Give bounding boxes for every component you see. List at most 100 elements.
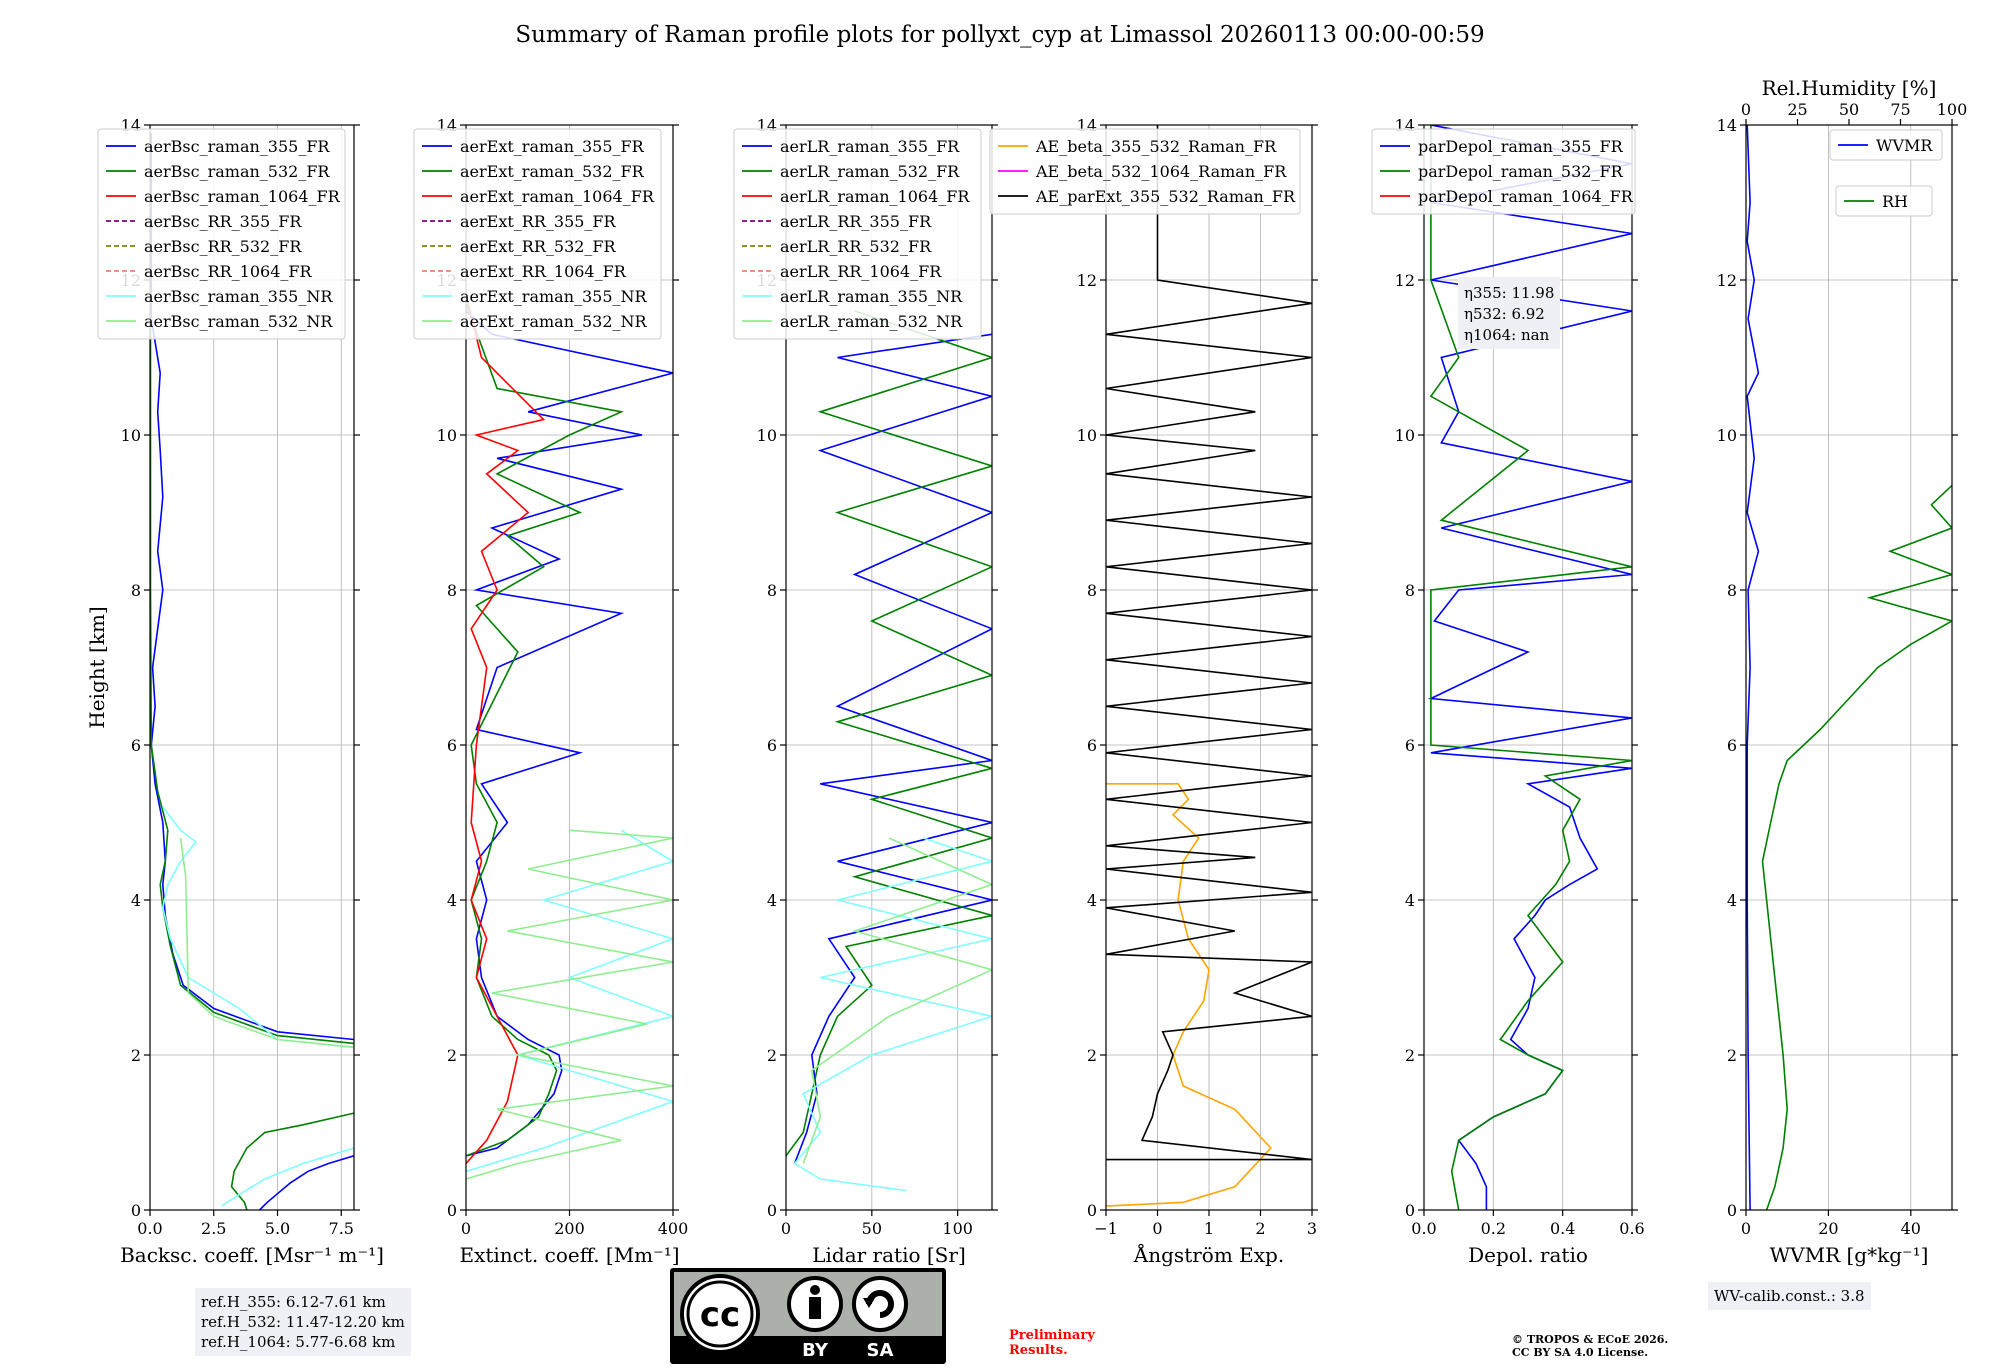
- series-group: [1427, 125, 1632, 1210]
- series-group: [150, 132, 354, 1210]
- legend-label: aerBsc_raman_532_NR: [144, 312, 333, 331]
- legend-bsc: aerBsc_raman_355_FR aerBsc_raman_532_FRae…: [97, 128, 346, 340]
- x-tick-label: 20: [1818, 1219, 1838, 1238]
- series-line-aerExt_raman_532_NR: [466, 829, 673, 1180]
- panel-lr: 02468101214050100Lidar ratio [Sr]aerLR_r…: [733, 116, 998, 1267]
- cc-text: cc: [700, 1295, 740, 1335]
- legend-label: parDepol_raman_355_FR: [1418, 137, 1624, 156]
- y-tick-label: 6: [131, 736, 141, 755]
- y-tick-label: 8: [767, 581, 777, 600]
- legend-label: aerLR_raman_355_FR: [780, 137, 960, 156]
- ref-height-532: ref.H_532: 11.47-12.20 km: [201, 1313, 405, 1331]
- figure-title: Summary of Raman profile plots for polly…: [515, 22, 1485, 48]
- x-tick-label: 0: [461, 1219, 471, 1238]
- legend-label: aerExt_raman_532_NR: [460, 312, 648, 331]
- legend-label: aerExt_raman_355_FR: [460, 137, 645, 156]
- y-tick-label: 0: [767, 1201, 777, 1220]
- series-line-aerBsc_raman_355_NR_near: [220, 1147, 354, 1207]
- y-tick-label: 0: [1727, 1201, 1737, 1220]
- series-line-aerLR_raman_355_NR: [793, 837, 992, 1192]
- series-line-WVMR: [1746, 125, 1760, 1210]
- legend-label: aerExt_RR_355_FR: [460, 212, 617, 231]
- x-tick-label: 0: [1741, 1219, 1751, 1238]
- legend-label: WVMR: [1876, 136, 1933, 155]
- legend-depol: parDepol_raman_355_FR parDepol_raman_532_…: [1371, 128, 1636, 215]
- x-axis-label: Backsc. coeff. [Msr⁻¹ m⁻¹]: [120, 1243, 384, 1267]
- legend-label: aerExt_raman_532_FR: [460, 162, 645, 181]
- ref-height-355: ref.H_355: 6.12-7.61 km: [201, 1293, 386, 1311]
- legend-ext: aerExt_raman_355_FR aerExt_raman_532_FRae…: [413, 128, 662, 340]
- legend-label: aerLR_RR_1064_FR: [780, 262, 942, 281]
- series-group: [1746, 125, 1952, 1210]
- y-axis-label: Height [km]: [85, 606, 109, 728]
- y-tick-label: 12: [1717, 271, 1737, 290]
- x-tick-label: 2.5: [201, 1219, 226, 1238]
- y-tick-label: 8: [1087, 581, 1097, 600]
- y-tick-label: 4: [1405, 891, 1415, 910]
- y-tick-label: 10: [757, 426, 777, 445]
- y-tick-label: 2: [131, 1046, 141, 1065]
- preliminary-line-2: Results.: [1009, 1343, 1068, 1358]
- legend-label: aerLR_raman_532_NR: [780, 312, 963, 331]
- x-tick-label: 0: [1152, 1219, 1162, 1238]
- legend-label: aerExt_RR_532_FR: [460, 237, 617, 256]
- cc-sa-text: SA: [867, 1340, 894, 1361]
- y-tick-label: 4: [767, 891, 777, 910]
- legend-label: AE_beta_532_1064_Raman_FR: [1035, 162, 1287, 181]
- legend-label: aerLR_raman_532_FR: [780, 162, 960, 181]
- legend-frame: [97, 128, 346, 340]
- legend-frame: [413, 128, 662, 340]
- x-tick-label: 100: [942, 1219, 973, 1238]
- preliminary-line-1: Preliminary: [1009, 1328, 1095, 1343]
- legend-wv: WVMR: [1829, 129, 1943, 161]
- legend-label: AE_beta_355_532_Raman_FR: [1035, 137, 1277, 156]
- y-tick-label: 6: [1727, 736, 1737, 755]
- ref-height-1064: ref.H_1064: 5.77-6.68 km: [201, 1333, 396, 1351]
- x-tick-label: 1: [1204, 1219, 1214, 1238]
- y-tick-label: 12: [1077, 271, 1097, 290]
- legend-label: aerBsc_raman_355_NR: [144, 287, 333, 306]
- y-tick-label: 2: [1727, 1046, 1737, 1065]
- series-line-aerLR_raman_355_FR: [793, 333, 992, 1164]
- series-line-aerBsc_raman_532_FR_near: [230, 1112, 354, 1210]
- copyright-line-2: CC BY SA 4.0 License.: [1512, 1346, 1649, 1359]
- plot-frame: [149, 124, 355, 1211]
- x-axis-label: Lidar ratio [Sr]: [812, 1243, 966, 1267]
- x-axis-label: WVMR [g*kg⁻¹]: [1770, 1243, 1929, 1267]
- x-tick-label: 0.2: [1481, 1219, 1506, 1238]
- x-tick-label: 50: [862, 1219, 882, 1238]
- y-tick-label: 4: [447, 891, 457, 910]
- legend-label: aerExt_raman_1064_FR: [460, 187, 655, 206]
- x-tick-label: 5.0: [265, 1219, 290, 1238]
- series-line-aerBsc_raman_355_FR_near: [259, 1155, 354, 1210]
- y-tick-label: 2: [447, 1046, 457, 1065]
- x-tick-label: −1: [1094, 1219, 1118, 1238]
- y-tick-label: 0: [131, 1201, 141, 1220]
- legend-frame: [733, 128, 982, 340]
- top-x-tick-label: 100: [1937, 100, 1968, 119]
- preliminary-note: Preliminary Results.: [1009, 1328, 1095, 1358]
- top-x-tick-label: 0: [1741, 100, 1751, 119]
- y-tick-label: 2: [1405, 1046, 1415, 1065]
- legend-frame: [1835, 185, 1933, 217]
- legend-lr: aerLR_raman_355_FR aerLR_raman_532_FR aerL…: [733, 128, 982, 340]
- series-group: [466, 295, 673, 1180]
- y-tick-label: 2: [767, 1046, 777, 1065]
- legend-label: RH: [1882, 192, 1908, 211]
- legend-label: aerBsc_RR_1064_FR: [144, 262, 313, 281]
- top-x-tick-label: 25: [1787, 100, 1807, 119]
- wv-calib-box: WV-calib.const.: 3.8: [1708, 1282, 1871, 1310]
- legend-label: aerBsc_raman_1064_FR: [144, 187, 341, 206]
- series-line-aerExt_raman_1064_FR: [466, 295, 546, 1165]
- series-line-aerExt_raman_532_FR: [466, 303, 624, 1157]
- y-tick-label: 12: [1395, 271, 1415, 290]
- series-line-aerBsc_raman_532_FR: [150, 132, 354, 1045]
- copyright-note: © TROPOS & ECoE 2026. CC BY SA 4.0 Licen…: [1512, 1333, 1668, 1359]
- series-line-RH: [1761, 484, 1952, 1210]
- plot-frame: [785, 124, 993, 1211]
- series-line-aerBsc_raman_355_NR: [161, 806, 354, 1049]
